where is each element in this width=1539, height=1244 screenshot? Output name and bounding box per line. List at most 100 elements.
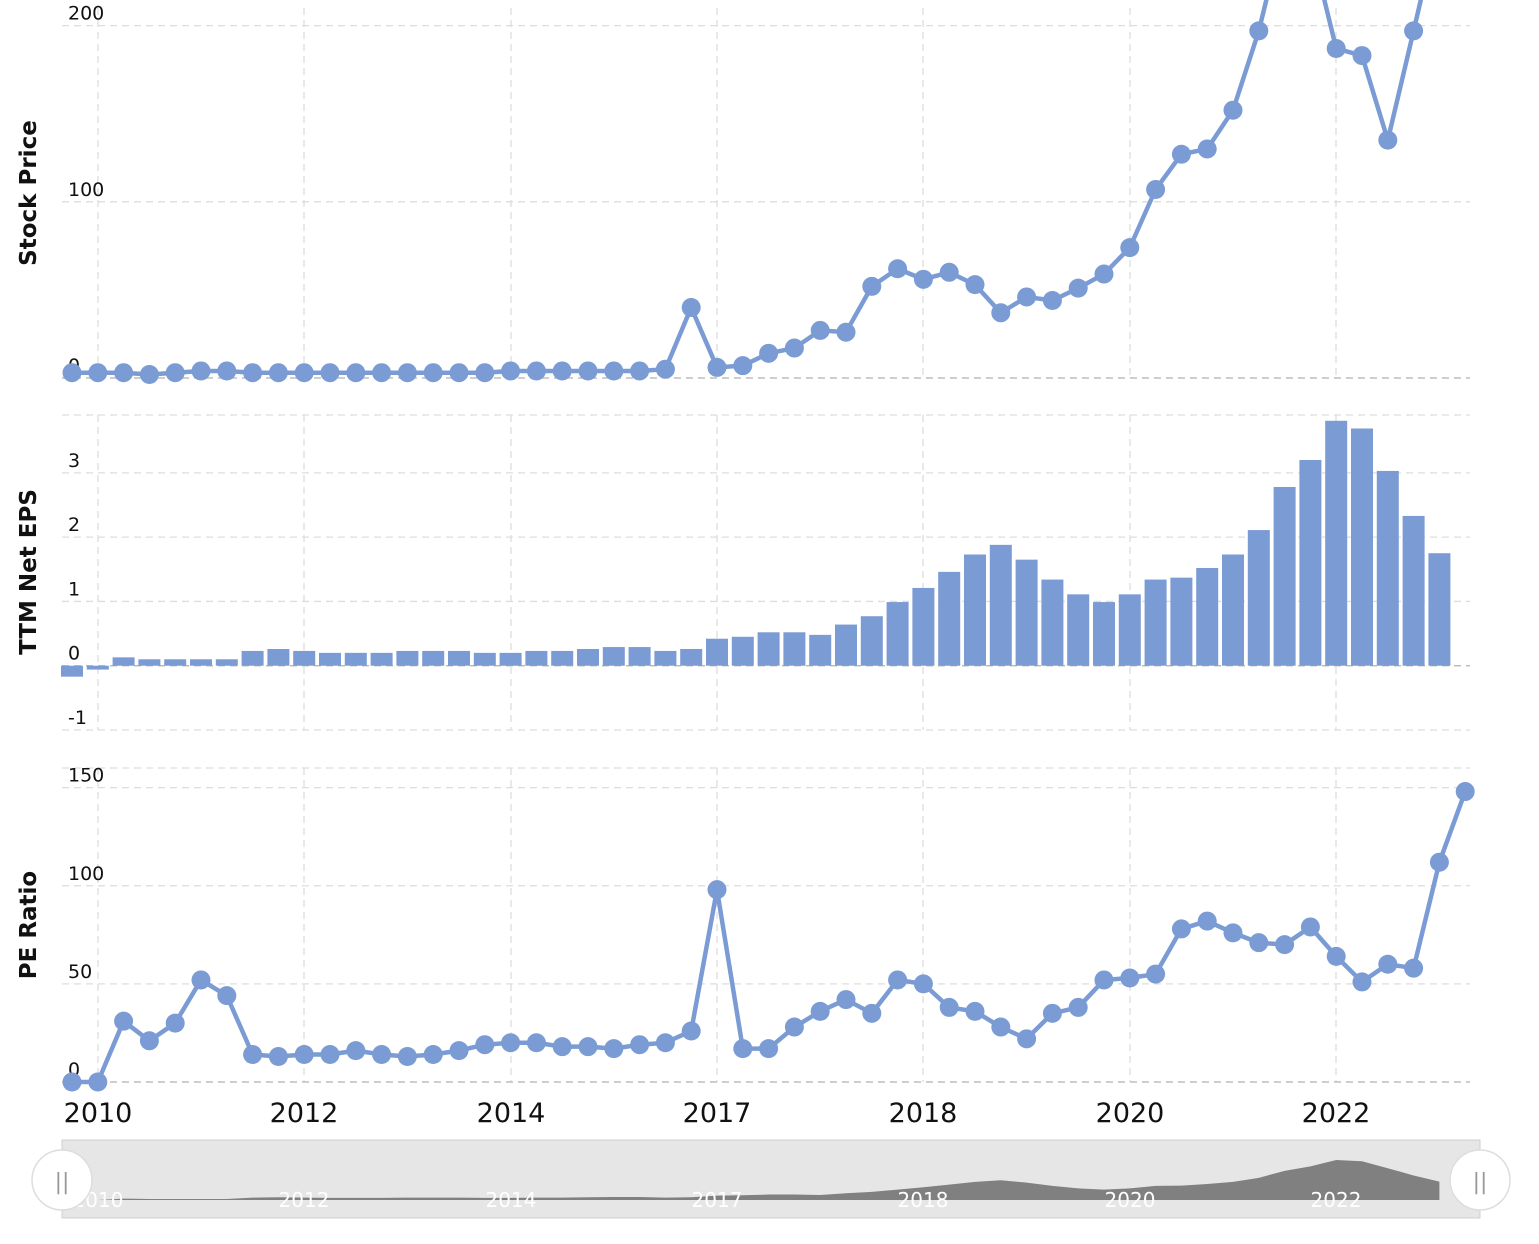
- eps-bar[interactable]: [1351, 428, 1373, 666]
- eps-bar[interactable]: [680, 649, 703, 666]
- eps-bar[interactable]: [241, 650, 264, 666]
- pe-data-point[interactable]: [88, 1072, 108, 1092]
- price-data-point[interactable]: [913, 269, 933, 289]
- pe-data-point[interactable]: [681, 1021, 701, 1041]
- pe-data-point[interactable]: [733, 1039, 753, 1059]
- price-data-point[interactable]: [759, 343, 779, 363]
- price-data-point[interactable]: [939, 262, 959, 282]
- price-data-point[interactable]: [1146, 179, 1166, 199]
- eps-bar[interactable]: [809, 634, 832, 666]
- pe-data-point[interactable]: [372, 1045, 392, 1065]
- eps-bar[interactable]: [396, 650, 419, 666]
- pe-data-point[interactable]: [320, 1045, 340, 1065]
- pe-data-point[interactable]: [888, 970, 908, 990]
- price-data-point[interactable]: [1378, 130, 1398, 150]
- price-data-point[interactable]: [449, 363, 469, 383]
- pe-data-point[interactable]: [1068, 997, 1088, 1017]
- price-data-point[interactable]: [139, 364, 159, 384]
- eps-bar[interactable]: [912, 587, 935, 666]
- pe-data-point[interactable]: [991, 1017, 1011, 1037]
- pe-data-point[interactable]: [810, 1001, 830, 1021]
- price-data-point[interactable]: [346, 363, 366, 383]
- eps-bar[interactable]: [706, 638, 728, 666]
- navigator-right-handle-circle[interactable]: [1449, 1149, 1511, 1211]
- pe-data-point[interactable]: [965, 1001, 985, 1021]
- eps-bar[interactable]: [267, 649, 290, 666]
- price-data-point[interactable]: [165, 363, 185, 383]
- pe-data-point[interactable]: [784, 1017, 804, 1037]
- price-data-point[interactable]: [965, 275, 985, 295]
- eps-bar[interactable]: [551, 650, 574, 666]
- eps-bar[interactable]: [215, 659, 238, 666]
- eps-bar[interactable]: [190, 659, 212, 666]
- price-data-point[interactable]: [630, 361, 650, 381]
- eps-bar[interactable]: [1299, 460, 1322, 666]
- eps-bar[interactable]: [1402, 515, 1425, 666]
- eps-bar[interactable]: [1247, 530, 1270, 666]
- pe-data-point[interactable]: [836, 990, 856, 1010]
- eps-bar[interactable]: [1118, 594, 1141, 666]
- eps-bar[interactable]: [61, 665, 83, 677]
- eps-bar[interactable]: [473, 652, 496, 666]
- price-data-point[interactable]: [62, 363, 82, 383]
- eps-bar[interactable]: [731, 636, 754, 666]
- price-data-point[interactable]: [1197, 139, 1217, 159]
- price-data-point[interactable]: [501, 361, 521, 381]
- price-data-point[interactable]: [526, 361, 546, 381]
- pe-data-point[interactable]: [114, 1011, 134, 1031]
- price-data-point[interactable]: [578, 361, 598, 381]
- price-data-point[interactable]: [1352, 46, 1372, 66]
- eps-bar[interactable]: [989, 544, 1012, 666]
- eps-bar[interactable]: [319, 652, 341, 666]
- price-data-point[interactable]: [1326, 39, 1346, 59]
- price-data-point[interactable]: [475, 363, 495, 383]
- pe-data-point[interactable]: [1094, 970, 1114, 990]
- pe-data-point[interactable]: [501, 1033, 521, 1053]
- pe-data-point[interactable]: [1146, 964, 1166, 984]
- pe-data-point[interactable]: [1171, 919, 1191, 939]
- eps-bar[interactable]: [1170, 577, 1193, 666]
- eps-bar[interactable]: [938, 571, 961, 666]
- price-data-point[interactable]: [294, 363, 314, 383]
- eps-bar[interactable]: [1222, 554, 1244, 666]
- eps-bar[interactable]: [1273, 487, 1296, 666]
- eps-bar[interactable]: [783, 632, 806, 666]
- eps-bar[interactable]: [1196, 568, 1219, 666]
- eps-bar[interactable]: [886, 602, 909, 666]
- eps-bar[interactable]: [628, 647, 651, 666]
- price-data-point[interactable]: [268, 363, 288, 383]
- navigator-left-handle-circle[interactable]: [31, 1149, 93, 1211]
- pe-data-point[interactable]: [1352, 972, 1372, 992]
- price-data-point[interactable]: [836, 322, 856, 342]
- navigator-left-handle[interactable]: ||: [31, 1149, 93, 1211]
- price-data-point[interactable]: [784, 338, 804, 358]
- pe-data-point[interactable]: [423, 1045, 443, 1065]
- price-data-point[interactable]: [991, 303, 1011, 323]
- pe-data-point[interactable]: [1275, 935, 1295, 955]
- price-data-point[interactable]: [423, 363, 443, 383]
- pe-data-point[interactable]: [397, 1046, 417, 1066]
- price-data-point[interactable]: [1017, 287, 1037, 307]
- pe-data-point[interactable]: [139, 1031, 159, 1051]
- eps-bar[interactable]: [293, 650, 316, 666]
- price-data-point[interactable]: [114, 363, 134, 383]
- pe-data-point[interactable]: [1326, 946, 1346, 966]
- eps-bar[interactable]: [757, 632, 780, 666]
- eps-bar[interactable]: [1144, 579, 1167, 666]
- pe-data-point[interactable]: [707, 880, 727, 900]
- eps-bar[interactable]: [1015, 559, 1038, 666]
- pe-data-point[interactable]: [1249, 933, 1269, 953]
- pe-data-point[interactable]: [630, 1035, 650, 1055]
- price-data-point[interactable]: [1171, 144, 1191, 164]
- eps-bar[interactable]: [138, 659, 161, 666]
- price-data-point[interactable]: [320, 363, 340, 383]
- eps-bar[interactable]: [577, 649, 599, 666]
- price-data-point[interactable]: [1223, 100, 1243, 120]
- pe-data-point[interactable]: [294, 1045, 314, 1065]
- price-data-point[interactable]: [1120, 238, 1140, 258]
- pe-data-point[interactable]: [604, 1039, 624, 1059]
- pe-data-point[interactable]: [1223, 923, 1243, 943]
- pe-data-point[interactable]: [939, 997, 959, 1017]
- price-data-point[interactable]: [1404, 21, 1424, 41]
- price-data-point[interactable]: [552, 361, 572, 381]
